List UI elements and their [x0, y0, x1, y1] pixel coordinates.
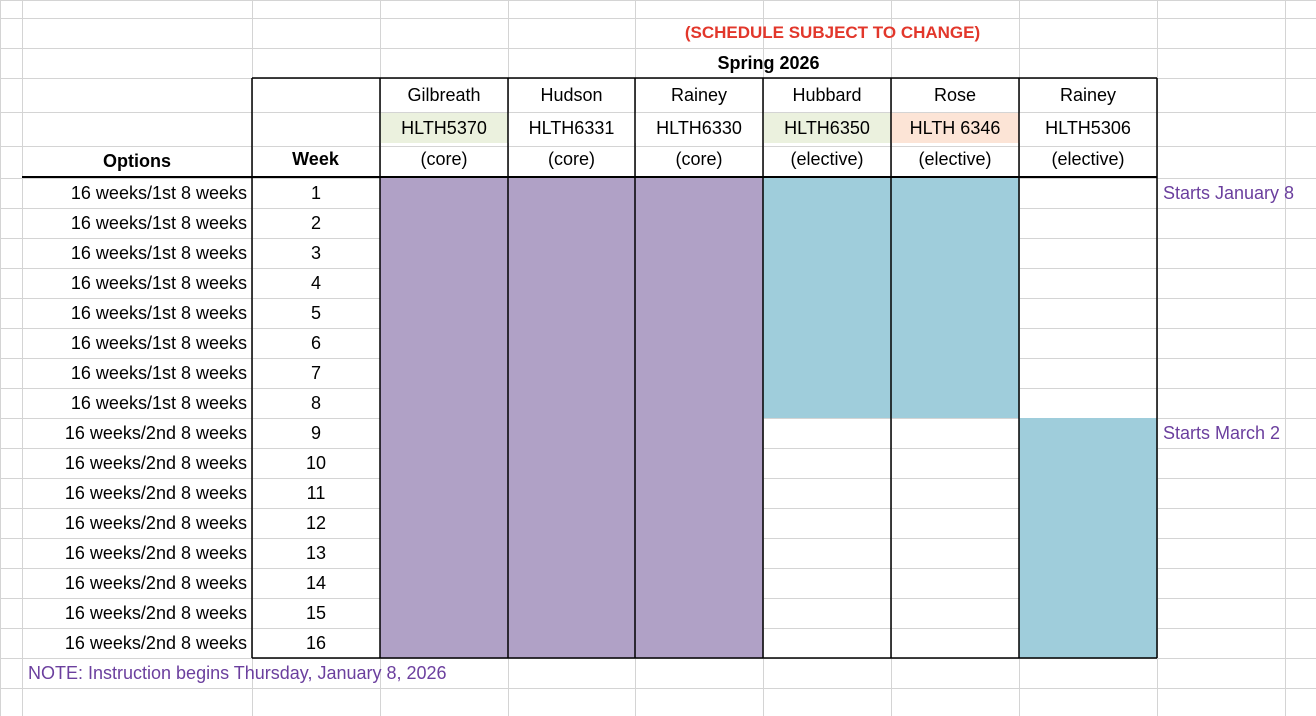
option-cell[interactable]: 16 weeks/1st 8 weeks — [70, 362, 247, 383]
week-number-cell[interactable]: 13 — [305, 542, 327, 563]
option-cell[interactable]: 16 weeks/2nd 8 weeks — [64, 512, 247, 533]
course-instructor[interactable]: Rainey — [670, 84, 728, 105]
course-type[interactable]: (elective) — [1051, 148, 1125, 169]
course-schedule-block[interactable] — [891, 178, 1019, 418]
course-type[interactable]: (core) — [547, 148, 595, 169]
schedule-banner[interactable]: (SCHEDULE SUBJECT TO CHANGE) — [684, 23, 981, 42]
week-number-cell[interactable]: 3 — [310, 242, 321, 263]
option-cell[interactable]: 16 weeks/2nd 8 weeks — [64, 572, 247, 593]
course-schedule-block[interactable] — [380, 178, 508, 658]
option-cell[interactable]: 16 weeks/1st 8 weeks — [70, 242, 247, 263]
course-instructor[interactable]: Rose — [933, 84, 977, 105]
course-code[interactable]: HLTH5370 — [380, 113, 508, 143]
option-cell[interactable]: 16 weeks/1st 8 weeks — [70, 182, 247, 203]
course-schedule-block[interactable] — [508, 178, 635, 658]
term-title[interactable]: Spring 2026 — [717, 52, 820, 73]
week-number-cell[interactable]: 5 — [310, 302, 321, 323]
course-code[interactable]: HLTH6330 — [635, 113, 763, 143]
course-type[interactable]: (core) — [675, 148, 723, 169]
week-number-cell[interactable]: 12 — [305, 512, 327, 533]
week-number-cell[interactable]: 2 — [310, 212, 321, 233]
week-number-cell[interactable]: 16 — [305, 632, 327, 653]
option-cell[interactable]: 16 weeks/2nd 8 weeks — [64, 602, 247, 623]
week-number-cell[interactable]: 14 — [305, 572, 327, 593]
course-schedule-block[interactable] — [635, 178, 763, 658]
week-header[interactable]: Week — [292, 148, 339, 169]
week-number-cell[interactable]: 7 — [310, 362, 321, 383]
course-schedule-block[interactable] — [1019, 418, 1157, 658]
course-type[interactable]: (elective) — [790, 148, 864, 169]
course-code[interactable]: HLTH5306 — [1019, 113, 1157, 143]
course-instructor[interactable]: Rainey — [1059, 84, 1117, 105]
start-date-note[interactable]: Starts January 8 — [1163, 182, 1295, 203]
course-instructor[interactable]: Gilbreath — [407, 84, 481, 105]
option-cell[interactable]: 16 weeks/2nd 8 weeks — [64, 482, 247, 503]
options-header[interactable]: Options — [103, 150, 171, 171]
course-code[interactable]: HLTH 6346 — [891, 113, 1019, 143]
course-schedule-block[interactable] — [763, 178, 891, 418]
course-code[interactable]: HLTH6331 — [508, 113, 635, 143]
option-cell[interactable]: 16 weeks/1st 8 weeks — [70, 302, 247, 323]
start-date-note[interactable]: Starts March 2 — [1163, 422, 1281, 443]
week-number-cell[interactable]: 15 — [305, 602, 327, 623]
option-cell[interactable]: 16 weeks/2nd 8 weeks — [64, 542, 247, 563]
week-number-cell[interactable]: 9 — [310, 422, 321, 443]
week-number-cell[interactable]: 1 — [310, 182, 321, 203]
option-cell[interactable]: 16 weeks/1st 8 weeks — [70, 392, 247, 413]
option-cell[interactable]: 16 weeks/2nd 8 weeks — [64, 452, 247, 473]
week-number-cell[interactable]: 6 — [310, 332, 321, 353]
week-number-cell[interactable]: 11 — [306, 482, 326, 503]
week-number-cell[interactable]: 8 — [310, 392, 321, 413]
course-code[interactable]: HLTH6350 — [763, 113, 891, 143]
course-type[interactable]: (core) — [420, 148, 468, 169]
week-number-cell[interactable]: 4 — [310, 272, 321, 293]
option-cell[interactable]: 16 weeks/2nd 8 weeks — [64, 422, 247, 443]
course-instructor[interactable]: Hubbard — [792, 84, 862, 105]
footer-note[interactable]: NOTE: Instruction begins Thursday, Janua… — [28, 662, 447, 683]
week-number-cell[interactable]: 10 — [305, 452, 327, 473]
option-cell[interactable]: 16 weeks/1st 8 weeks — [70, 212, 247, 233]
option-cell[interactable]: 16 weeks/1st 8 weeks — [70, 272, 247, 293]
course-type[interactable]: (elective) — [918, 148, 992, 169]
course-instructor[interactable]: Hudson — [540, 84, 603, 105]
option-cell[interactable]: 16 weeks/1st 8 weeks — [70, 332, 247, 353]
option-cell[interactable]: 16 weeks/2nd 8 weeks — [64, 632, 247, 653]
